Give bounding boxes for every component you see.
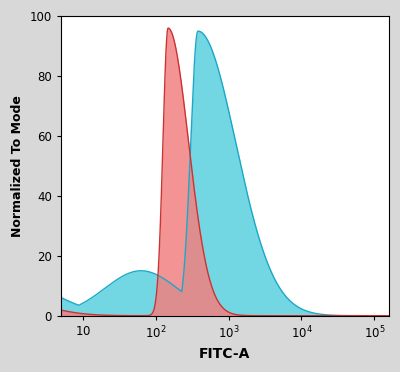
X-axis label: FITC-A: FITC-A (199, 347, 251, 361)
Y-axis label: Normalized To Mode: Normalized To Mode (11, 95, 24, 237)
